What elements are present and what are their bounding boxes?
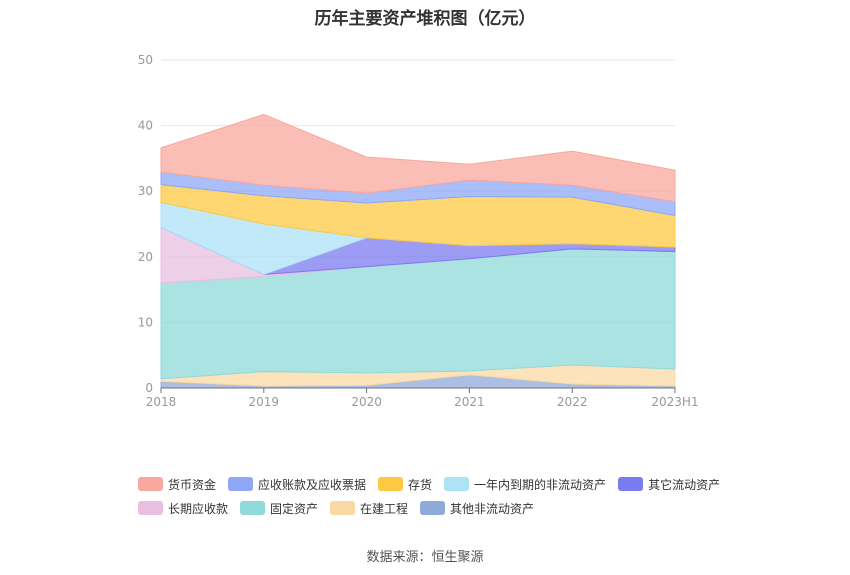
legend-label: 其他非流动资产: [450, 501, 535, 516]
legend-item[interactable]: 存货: [378, 476, 432, 493]
legend-item[interactable]: 在建工程: [330, 500, 408, 517]
legend-label: 长期应收款: [168, 501, 229, 516]
y-tick-label: 10: [138, 315, 153, 329]
area-series: [160, 113, 676, 389]
legend-label: 在建工程: [360, 501, 409, 516]
x-tick-label: 2019: [249, 395, 280, 409]
y-tick-label: 20: [138, 250, 153, 264]
x-tick-label: 2020: [351, 395, 382, 409]
legend: 货币资金 应收账款及应收票据 存货 一年内到期的非流动资产 其它流动资产 长期应收款 固定…: [138, 472, 738, 520]
x-tick-label: 2021: [454, 395, 485, 409]
data-source: 数据来源：恒生聚源: [366, 550, 484, 565]
x-tick-label: 2023H1: [651, 395, 698, 409]
legend-row: 货币资金 应收账款及应收票据 存货 一年内到期的非流动资产 其它流动资产: [138, 472, 738, 496]
legend-item[interactable]: 应收账款及应收票据: [228, 476, 366, 493]
chart-title: 历年主要资产堆积图（亿元）: [314, 9, 536, 29]
legend-label: 一年内到期的非流动资产: [474, 477, 607, 492]
legend-swatch: [444, 477, 470, 491]
legend-item[interactable]: 货币资金: [138, 476, 216, 493]
legend-item[interactable]: 固定资产: [240, 500, 318, 517]
legend-swatch: [378, 477, 404, 491]
y-tick-label: 30: [138, 184, 153, 198]
y-tick-label: 0: [145, 381, 153, 395]
legend-label: 固定资产: [270, 501, 319, 516]
legend-swatch: [240, 501, 266, 515]
legend-row: 长期应收款 固定资产 在建工程 其他非流动资产: [138, 496, 738, 520]
legend-label: 应收账款及应收票据: [258, 477, 367, 492]
legend-item[interactable]: 一年内到期的非流动资产: [444, 476, 606, 493]
legend-swatch: [228, 477, 254, 491]
legend-swatch: [330, 501, 356, 515]
legend-swatch: [618, 477, 644, 491]
y-tick-label: 40: [138, 119, 153, 133]
area-series-货币资金: [160, 113, 676, 203]
legend-swatch: [138, 477, 163, 491]
axes: 0 10 20 30 40 50 2018 2019 2020 2021 2022 2023H1: [138, 53, 699, 409]
legend-label: 存货: [408, 477, 433, 492]
legend-item[interactable]: 长期应收款: [138, 500, 228, 517]
legend-label: 货币资金: [168, 477, 217, 492]
legend-item[interactable]: 其他非流动资产: [420, 500, 534, 517]
legend-item[interactable]: 其它流动资产: [618, 476, 720, 493]
legend-label: 其它流动资产: [648, 477, 721, 492]
y-tick-label: 50: [138, 53, 153, 67]
x-tick-label: 2022: [557, 395, 588, 409]
x-tick-label: 2018: [146, 395, 177, 409]
legend-swatch: [420, 501, 446, 515]
legend-swatch: [138, 501, 163, 515]
